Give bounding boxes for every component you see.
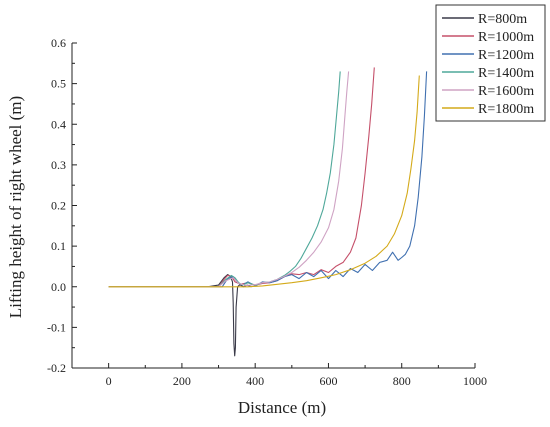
series-line-r-1400m xyxy=(108,71,341,288)
x-tick-label: 200 xyxy=(173,374,191,388)
legend-label: R=1800m xyxy=(478,102,534,117)
legend-label: R=1400m xyxy=(478,66,534,81)
legend-label: R=1200m xyxy=(478,48,534,63)
y-tick-label: 0.5 xyxy=(51,77,66,91)
legend: R=800m R=1000m R=1200m R=1400m R=1600m R=1800… xyxy=(435,4,546,122)
y-tick-label: 0.0 xyxy=(51,280,66,294)
x-tick-label: 600 xyxy=(319,374,337,388)
legend-label: R=800m xyxy=(478,12,527,27)
series-line-r-1200m xyxy=(108,71,428,288)
y-tick-label: 0.4 xyxy=(51,117,66,131)
axes: 0 200 400 600 800 1000 -0.2 -0.1 0.0 0.1 0.2 0.3 0.4… xyxy=(47,36,487,388)
legend-label: R=1000m xyxy=(478,30,534,45)
y-tick-label: 0.6 xyxy=(51,36,66,50)
y-tick-label: -0.2 xyxy=(47,361,66,375)
x-tick-label: 1000 xyxy=(463,374,487,388)
y-tick-label: -0.1 xyxy=(47,320,66,334)
series-lines xyxy=(108,67,428,357)
series-line-r-1600m xyxy=(108,71,350,288)
legend-box xyxy=(435,4,546,122)
series-line-r-1800m xyxy=(108,75,420,288)
x-tick-label: 0 xyxy=(106,374,112,388)
legend-label: R=1600m xyxy=(478,84,534,99)
series-line-r-1000m xyxy=(108,67,375,288)
x-axis-title: Distance (m) xyxy=(238,398,326,417)
y-tick-label: 0.3 xyxy=(51,158,66,172)
x-tick-label: 400 xyxy=(246,374,264,388)
y-tick-label: 0.2 xyxy=(51,199,66,213)
x-tick-label: 800 xyxy=(393,374,411,388)
y-axis-title: Lifting height of right wheel (m) xyxy=(6,96,25,318)
y-tick-label: 0.1 xyxy=(51,239,66,253)
series-line-r-800m xyxy=(108,274,252,357)
